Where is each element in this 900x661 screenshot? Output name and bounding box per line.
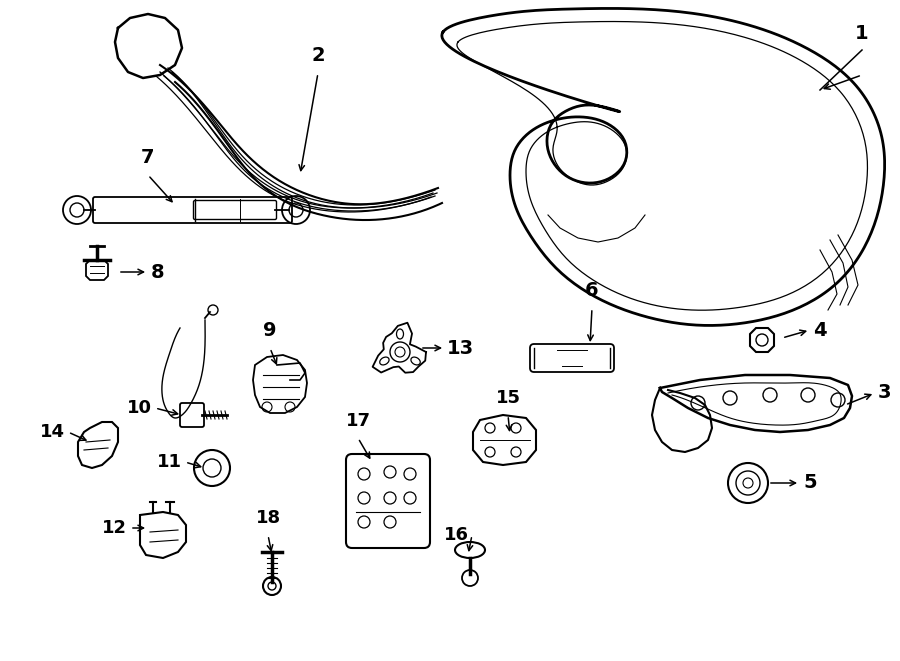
Text: 8: 8 <box>151 262 165 282</box>
Text: 9: 9 <box>263 321 277 340</box>
Text: 11: 11 <box>157 453 182 471</box>
Text: 2: 2 <box>311 46 325 65</box>
Text: 3: 3 <box>878 383 892 403</box>
Text: 10: 10 <box>127 399 152 417</box>
Text: 15: 15 <box>496 389 520 407</box>
Text: 18: 18 <box>256 509 281 527</box>
Text: 12: 12 <box>102 519 127 537</box>
Text: 17: 17 <box>346 412 371 430</box>
Text: 14: 14 <box>40 423 65 441</box>
Text: 13: 13 <box>447 338 474 358</box>
Text: 1: 1 <box>855 24 868 43</box>
Text: 4: 4 <box>813 321 826 340</box>
Text: 5: 5 <box>803 473 816 492</box>
Text: 7: 7 <box>141 148 155 167</box>
Text: 6: 6 <box>585 281 598 300</box>
Text: 16: 16 <box>444 526 469 544</box>
